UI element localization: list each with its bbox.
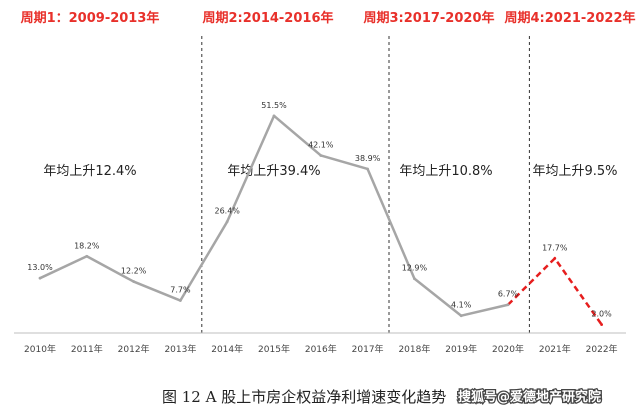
data-point xyxy=(272,114,276,118)
data-point xyxy=(132,280,136,283)
data-point xyxy=(38,276,42,280)
data-label: 51.5% xyxy=(261,101,287,110)
data-label: 12.2% xyxy=(121,267,147,276)
data-point xyxy=(459,314,463,318)
x-tick-label: 2016年 xyxy=(305,343,337,355)
period-title-3: 周期3:2017-2020年 xyxy=(363,10,494,26)
x-tick-label: 2017年 xyxy=(352,343,384,355)
period-titles: 周期1：2009-2013年 周期2:2014-2016年 周期3:2017-2… xyxy=(21,10,636,26)
data-point xyxy=(413,277,416,281)
data-point xyxy=(366,167,369,171)
x-tick-label: 2020年 xyxy=(492,343,524,355)
data-label: 12.9% xyxy=(402,264,428,273)
x-tick-label: 2021年 xyxy=(539,343,571,355)
data-point xyxy=(553,256,557,260)
x-tick-label: 2022年 xyxy=(586,343,618,355)
data-label: 38.9% xyxy=(355,154,381,163)
watermark: 搜狐号@爱德地产研究院 xyxy=(458,389,601,405)
data-point xyxy=(600,323,603,326)
data-point xyxy=(506,303,510,307)
x-tick-label: 2014年 xyxy=(211,343,243,355)
x-tick-label: 2011年 xyxy=(71,343,103,355)
period-title-1: 周期1：2009-2013年 xyxy=(21,10,160,26)
data-label: 4.1% xyxy=(451,301,472,310)
data-point xyxy=(85,254,89,258)
period-separators xyxy=(201,36,530,333)
data-label: 2.0% xyxy=(591,310,612,319)
growth-labels: 年均上升12.4% 年均上升39.4% 年均上升10.8% 年均上升9.5% xyxy=(43,164,617,179)
data-label: 17.7% xyxy=(542,243,568,252)
data-point xyxy=(225,220,229,224)
data-label: 13.0% xyxy=(27,263,53,272)
series-line-solid xyxy=(39,114,509,317)
period-title-4: 周期4:2021-2022年 xyxy=(504,10,635,26)
x-tick-label: 2015年 xyxy=(258,343,290,355)
period-growth-1: 年均上升12.4% xyxy=(43,164,136,179)
x-tick-label: 2013年 xyxy=(164,343,196,355)
x-tick-label: 2012年 xyxy=(118,343,150,355)
data-point xyxy=(319,154,323,157)
data-label: 18.2% xyxy=(74,241,100,250)
x-tick-label: 2018年 xyxy=(398,343,430,355)
period-title-2: 周期2:2014-2016年 xyxy=(202,10,333,26)
x-tick-labels: 2010年 2011年 2012年 2013年 2014年 2015年 2016年 2017年… xyxy=(24,343,618,355)
period-growth-4: 年均上升9.5% xyxy=(532,164,617,179)
period-growth-3: 年均上升10.8% xyxy=(399,164,492,179)
data-label: 42.1% xyxy=(308,140,334,149)
series-line-dashed xyxy=(507,256,603,326)
data-label: 26.4% xyxy=(214,207,240,216)
figure-caption: 图 12 A 股上市房企权益净利增速变化趋势 xyxy=(162,388,446,406)
x-tick-label: 2010年 xyxy=(24,343,56,355)
data-label: 6.7% xyxy=(498,290,519,299)
period-growth-2: 年均上升39.4% xyxy=(227,164,320,179)
series-lines xyxy=(38,114,603,326)
x-tick-label: 2019年 xyxy=(445,343,477,355)
data-label: 7.7% xyxy=(170,286,191,295)
data-labels: 13.0% 18.2% 12.2% 7.7% 26.4% 51.5% 42.1% 38.9% 1… xyxy=(27,101,612,319)
data-point xyxy=(179,299,182,302)
